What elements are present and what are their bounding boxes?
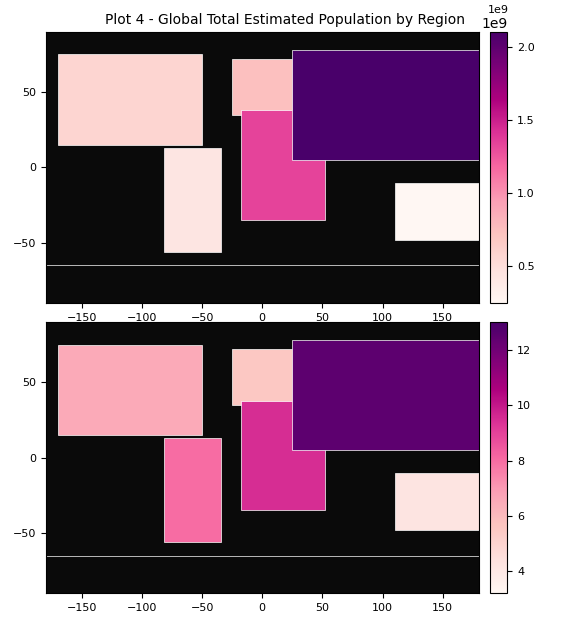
- Polygon shape: [292, 50, 479, 160]
- Polygon shape: [232, 59, 316, 115]
- Polygon shape: [394, 473, 479, 530]
- Polygon shape: [292, 340, 479, 450]
- Polygon shape: [46, 556, 479, 593]
- Title: 1e9: 1e9: [488, 4, 509, 15]
- Polygon shape: [164, 148, 221, 252]
- Polygon shape: [164, 438, 221, 542]
- Text: Plot 4 - Global Total Estimated Population by Region: Plot 4 - Global Total Estimated Populati…: [105, 13, 465, 27]
- Polygon shape: [394, 182, 479, 240]
- Polygon shape: [46, 265, 479, 303]
- Polygon shape: [58, 345, 202, 435]
- Polygon shape: [232, 350, 316, 405]
- Polygon shape: [241, 401, 325, 510]
- Polygon shape: [58, 54, 202, 145]
- Polygon shape: [241, 110, 325, 220]
